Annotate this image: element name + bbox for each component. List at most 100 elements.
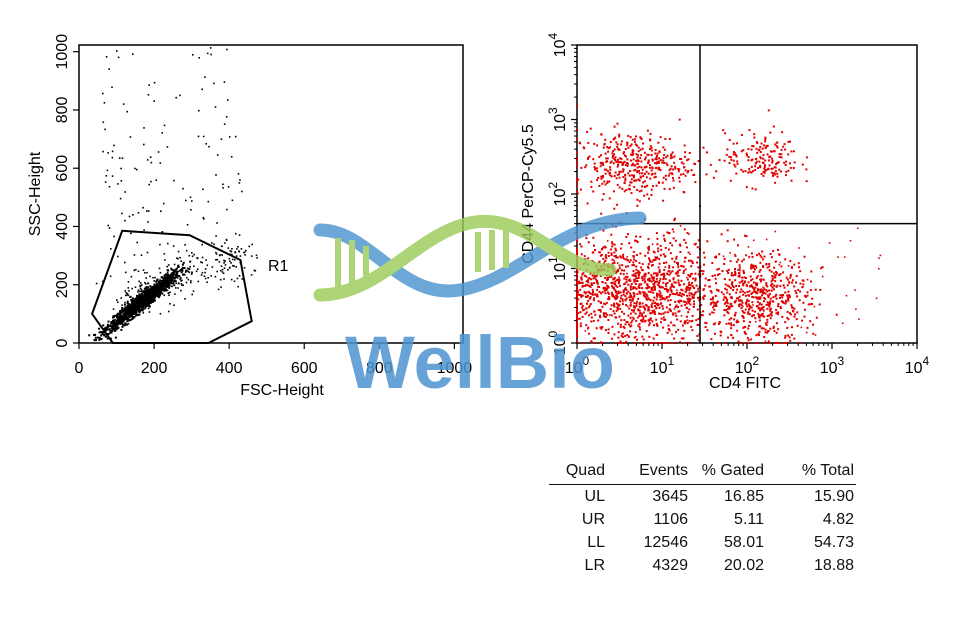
cell-events: 1106: [653, 511, 688, 528]
event-point: [204, 277, 207, 280]
event-point: [818, 303, 821, 306]
event-point: [655, 256, 658, 259]
event-point: [613, 153, 616, 156]
event-point: [631, 162, 634, 165]
event-point: [579, 311, 582, 314]
event-point: [120, 309, 123, 312]
event-point: [676, 291, 679, 294]
event-point: [599, 254, 602, 257]
event-point: [685, 306, 688, 309]
event-point: [663, 238, 666, 240]
event-point: [643, 166, 646, 169]
event-point: [167, 310, 170, 313]
event-point: [141, 290, 143, 293]
event-point: [645, 293, 648, 296]
event-point: [747, 324, 750, 327]
event-point: [629, 285, 632, 288]
event-point: [124, 290, 127, 292]
event-point: [734, 165, 737, 168]
event-point: [603, 143, 606, 146]
event-point: [771, 286, 774, 289]
event-point: [235, 232, 237, 235]
event-point: [638, 165, 641, 168]
event-point: [747, 327, 750, 330]
event-point: [666, 331, 669, 334]
event-point: [775, 260, 777, 263]
event-point: [172, 269, 175, 271]
table-row: LR 4329 20.02 18.88: [549, 554, 856, 577]
event-point: [585, 307, 588, 310]
event-point: [659, 277, 662, 280]
event-point: [636, 293, 639, 295]
event-point: [763, 288, 766, 291]
event-point: [659, 303, 662, 306]
event-point: [678, 243, 681, 246]
event-point: [589, 127, 592, 130]
event-point: [148, 296, 151, 299]
event-point: [113, 320, 116, 323]
event-point: [172, 272, 175, 275]
event-point: [772, 300, 775, 303]
event-point: [762, 157, 765, 160]
event-point: [155, 291, 158, 293]
event-point: [762, 258, 765, 261]
event-point: [752, 304, 754, 306]
event-point: [126, 323, 128, 326]
event-point: [771, 311, 773, 314]
event-point: [168, 286, 171, 289]
event-point: [176, 276, 179, 279]
event-point: [228, 257, 231, 260]
event-point: [609, 161, 612, 164]
event-point: [190, 281, 192, 284]
event-point: [674, 293, 677, 296]
event-point: [138, 301, 141, 304]
event-point: [117, 56, 120, 59]
event-point: [147, 288, 149, 291]
event-point: [145, 287, 147, 290]
event-point: [651, 264, 653, 267]
event-point: [616, 262, 619, 264]
event-point: [233, 265, 235, 267]
event-point: [701, 314, 704, 317]
event-point: [128, 305, 131, 308]
event-point: [130, 300, 133, 303]
event-point: [609, 174, 612, 177]
event-point: [647, 286, 650, 289]
event-point: [772, 174, 774, 177]
event-point: [785, 300, 788, 303]
event-point: [687, 287, 690, 289]
event-point: [606, 284, 609, 287]
event-point: [736, 162, 739, 165]
event-point: [188, 254, 191, 257]
event-point: [589, 303, 592, 305]
event-point: [730, 283, 733, 286]
event-point: [622, 257, 625, 260]
event-point: [582, 263, 585, 266]
event-point: [632, 158, 635, 161]
event-point: [807, 303, 810, 306]
event-point: [123, 324, 126, 327]
event-point: [207, 277, 209, 279]
event-point: [688, 152, 691, 154]
event-point: [580, 276, 583, 279]
event-point: [149, 294, 152, 297]
event-point: [713, 301, 716, 304]
event-point: [715, 288, 718, 291]
event-point: [809, 303, 812, 306]
event-point: [681, 324, 684, 327]
event-point: [752, 145, 755, 148]
event-point: [658, 294, 661, 297]
event-point: [745, 302, 747, 304]
event-point: [147, 221, 149, 223]
event-point: [649, 318, 652, 321]
event-point: [767, 330, 770, 332]
event-point: [117, 326, 120, 329]
event-point: [675, 305, 678, 308]
event-point: [130, 299, 132, 301]
event-point: [638, 322, 641, 325]
event-point: [124, 322, 127, 325]
event-point: [747, 339, 750, 342]
event-point: [244, 254, 246, 256]
event-point: [625, 292, 628, 295]
